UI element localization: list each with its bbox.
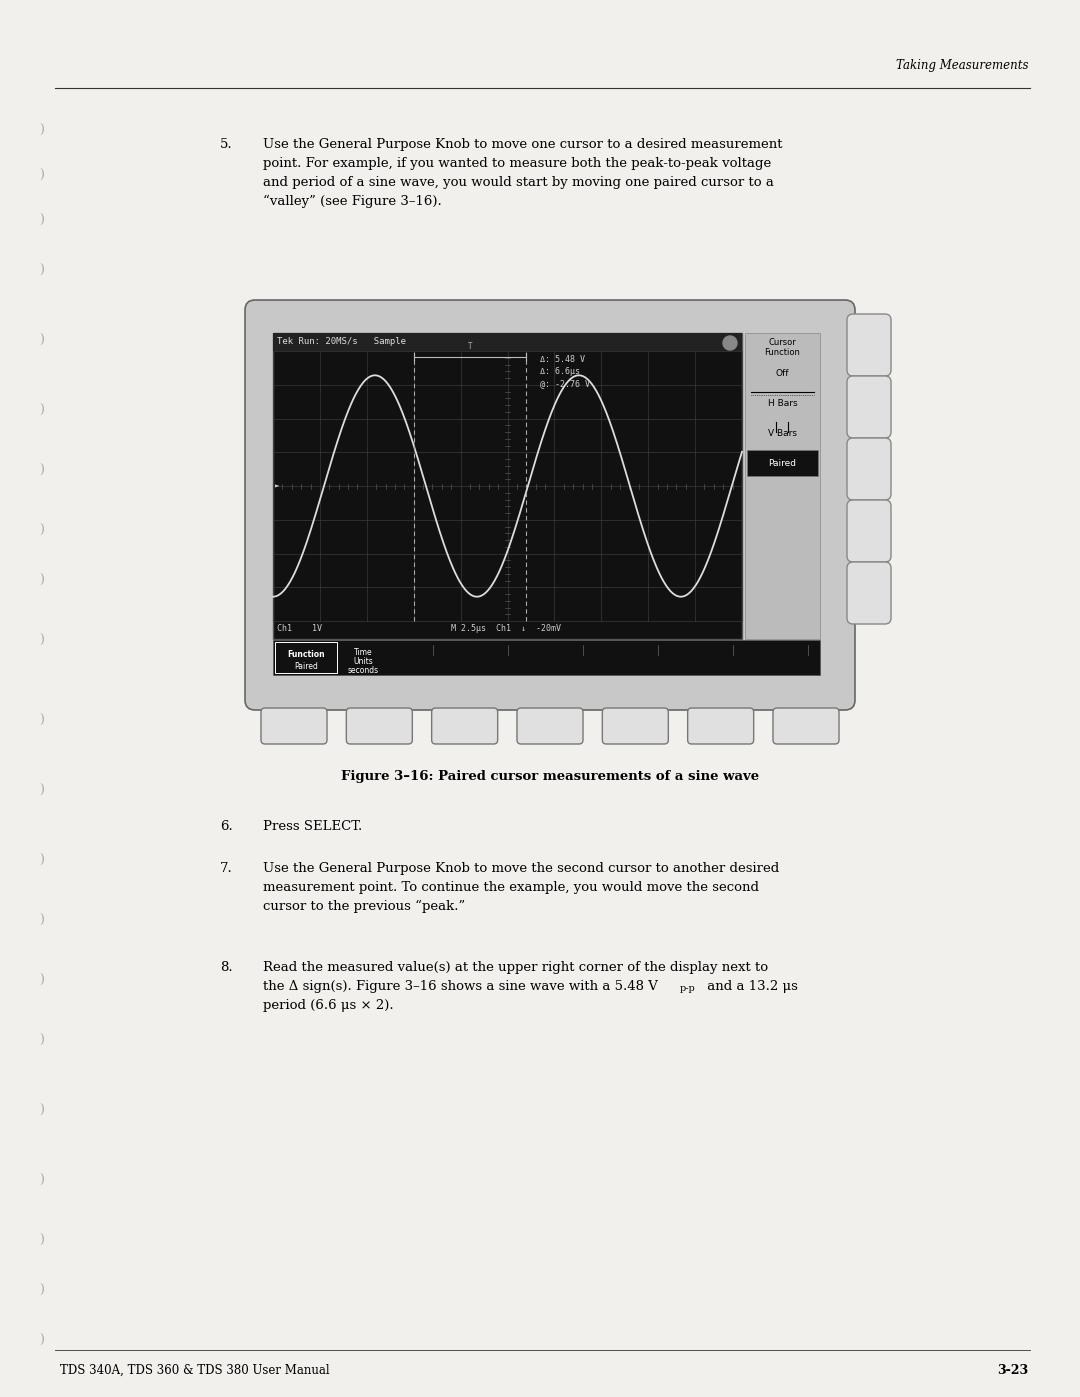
FancyBboxPatch shape (432, 708, 498, 745)
Bar (273, 332, 742, 638)
Bar (745, 332, 820, 638)
Text: ): ) (40, 524, 44, 536)
Text: ): ) (40, 714, 44, 726)
Text: Ch1    1V: Ch1 1V (276, 624, 322, 633)
Text: Paired: Paired (294, 662, 318, 671)
FancyBboxPatch shape (847, 376, 891, 439)
Text: ): ) (40, 1334, 44, 1347)
Bar (275, 643, 337, 673)
Text: Δ: 6.6μs: Δ: 6.6μs (540, 367, 580, 376)
Text: 6.: 6. (220, 820, 233, 833)
Text: Taking Measurements: Taking Measurements (895, 59, 1028, 73)
Text: 8.: 8. (220, 961, 232, 974)
Text: cursor to the previous “peak.”: cursor to the previous “peak.” (264, 900, 465, 914)
FancyBboxPatch shape (347, 708, 413, 745)
Text: ): ) (40, 784, 44, 796)
FancyBboxPatch shape (603, 708, 669, 745)
Text: @: -2.76 V: @: -2.76 V (540, 379, 591, 388)
Text: ): ) (40, 334, 44, 346)
Text: Use the General Purpose Knob to move one cursor to a desired measurement: Use the General Purpose Knob to move one… (264, 138, 783, 151)
Text: ): ) (40, 1173, 44, 1186)
Text: and a 13.2 μs: and a 13.2 μs (703, 981, 798, 993)
Text: M 2.5μs  Ch1  ↓  -20mV: M 2.5μs Ch1 ↓ -20mV (451, 624, 562, 633)
Text: ): ) (40, 1284, 44, 1296)
FancyBboxPatch shape (847, 314, 891, 376)
Text: 3-23: 3-23 (997, 1363, 1028, 1377)
Text: Time: Time (353, 648, 373, 657)
Text: ): ) (40, 1104, 44, 1116)
Text: ): ) (40, 464, 44, 476)
FancyBboxPatch shape (773, 708, 839, 745)
Text: and period of a sine wave, you would start by moving one paired cursor to a: and period of a sine wave, you would sta… (264, 176, 774, 189)
Text: ): ) (40, 169, 44, 182)
Text: period (6.6 μs × 2).: period (6.6 μs × 2). (264, 999, 393, 1011)
Bar (273, 332, 742, 351)
Text: T: T (468, 342, 472, 351)
Text: 7.: 7. (220, 862, 233, 875)
Text: Off: Off (775, 369, 789, 377)
Text: seconds: seconds (348, 666, 379, 675)
Text: ): ) (40, 264, 44, 277)
Bar (747, 450, 818, 476)
Text: ): ) (40, 574, 44, 587)
Text: ): ) (40, 1034, 44, 1046)
FancyBboxPatch shape (245, 300, 855, 710)
Text: ): ) (40, 214, 44, 226)
Text: Use the General Purpose Knob to move the second cursor to another desired: Use the General Purpose Knob to move the… (264, 862, 780, 875)
Text: Units: Units (353, 657, 373, 666)
Text: Δ: 5.48 V: Δ: 5.48 V (540, 355, 585, 365)
Text: ►: ► (275, 482, 280, 490)
FancyBboxPatch shape (517, 708, 583, 745)
FancyBboxPatch shape (261, 708, 327, 745)
Text: H Bars: H Bars (768, 398, 797, 408)
Text: Paired: Paired (769, 458, 797, 468)
Text: 5.: 5. (220, 138, 232, 151)
Text: Tek Run: 20MS/s   Sample: Tek Run: 20MS/s Sample (276, 337, 406, 346)
Text: ): ) (40, 974, 44, 986)
FancyBboxPatch shape (847, 439, 891, 500)
Text: p-p: p-p (680, 983, 696, 993)
Text: Read the measured value(s) at the upper right corner of the display next to: Read the measured value(s) at the upper … (264, 961, 768, 974)
FancyBboxPatch shape (688, 708, 754, 745)
Text: “valley” (see Figure 3–16).: “valley” (see Figure 3–16). (264, 196, 442, 208)
Text: Figure 3–16: Paired cursor measurements of a sine wave: Figure 3–16: Paired cursor measurements … (341, 770, 759, 782)
Text: Cursor
Function: Cursor Function (765, 338, 800, 358)
Text: Function: Function (287, 650, 325, 659)
Text: ): ) (40, 404, 44, 416)
Text: Press SELECT.: Press SELECT. (264, 820, 362, 833)
Text: ): ) (40, 914, 44, 926)
Text: measurement point. To continue the example, you would move the second: measurement point. To continue the examp… (264, 882, 759, 894)
Text: V Bars: V Bars (768, 429, 797, 437)
Text: the Δ sign(s). Figure 3–16 shows a sine wave with a 5.48 V: the Δ sign(s). Figure 3–16 shows a sine … (264, 981, 658, 993)
Text: point. For example, if you wanted to measure both the peak-to-peak voltage: point. For example, if you wanted to mea… (264, 156, 771, 170)
Text: ): ) (40, 1234, 44, 1246)
FancyBboxPatch shape (847, 500, 891, 562)
Text: ): ) (40, 633, 44, 647)
Circle shape (723, 337, 737, 351)
Text: TDS 340A, TDS 360 & TDS 380 User Manual: TDS 340A, TDS 360 & TDS 380 User Manual (60, 1363, 329, 1377)
FancyBboxPatch shape (847, 562, 891, 624)
Text: ): ) (40, 123, 44, 137)
Bar (273, 640, 820, 675)
Text: ): ) (40, 854, 44, 866)
